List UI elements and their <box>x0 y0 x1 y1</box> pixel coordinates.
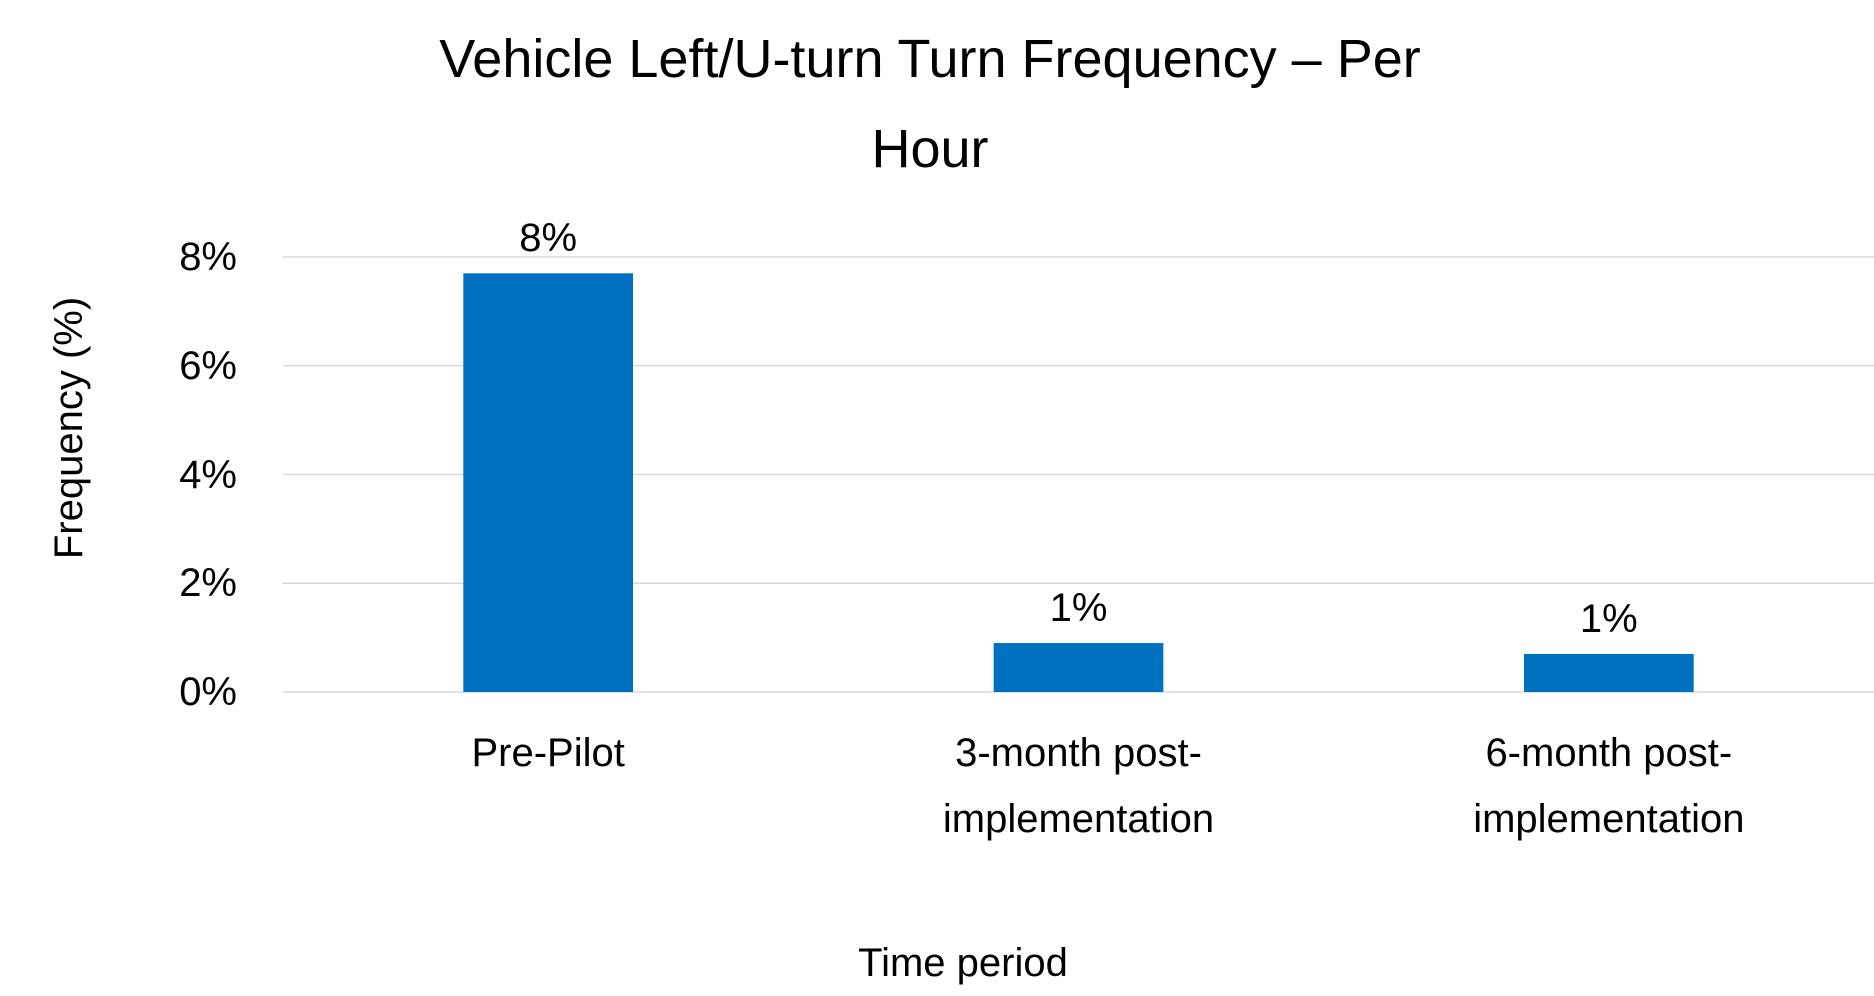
x-tick-label: 3-month post-implementation <box>942 731 1215 841</box>
bar <box>993 643 1164 692</box>
x-tick-label: Pre-Pilot <box>471 731 625 775</box>
bar <box>1523 653 1694 692</box>
y-tick-label: 8% <box>179 235 237 279</box>
data-label: 1% <box>1049 586 1108 631</box>
y-tick-label: 4% <box>179 452 237 497</box>
x-axis-title: Time period <box>858 941 1068 985</box>
data-label: 8% <box>519 216 578 261</box>
y-tick-label: 2% <box>179 561 237 606</box>
y-tick-label: 6% <box>179 343 237 388</box>
data-label: 1% <box>1579 596 1638 641</box>
y-tick-label: 0% <box>179 670 237 714</box>
bar <box>463 273 634 692</box>
y-axis-title: Frequency (%) <box>47 296 91 560</box>
x-tick-label: 6-month post-implementation <box>1473 731 1745 841</box>
chart-title: Vehicle Left/U-turn Turn Frequency – Per… <box>439 29 1421 179</box>
